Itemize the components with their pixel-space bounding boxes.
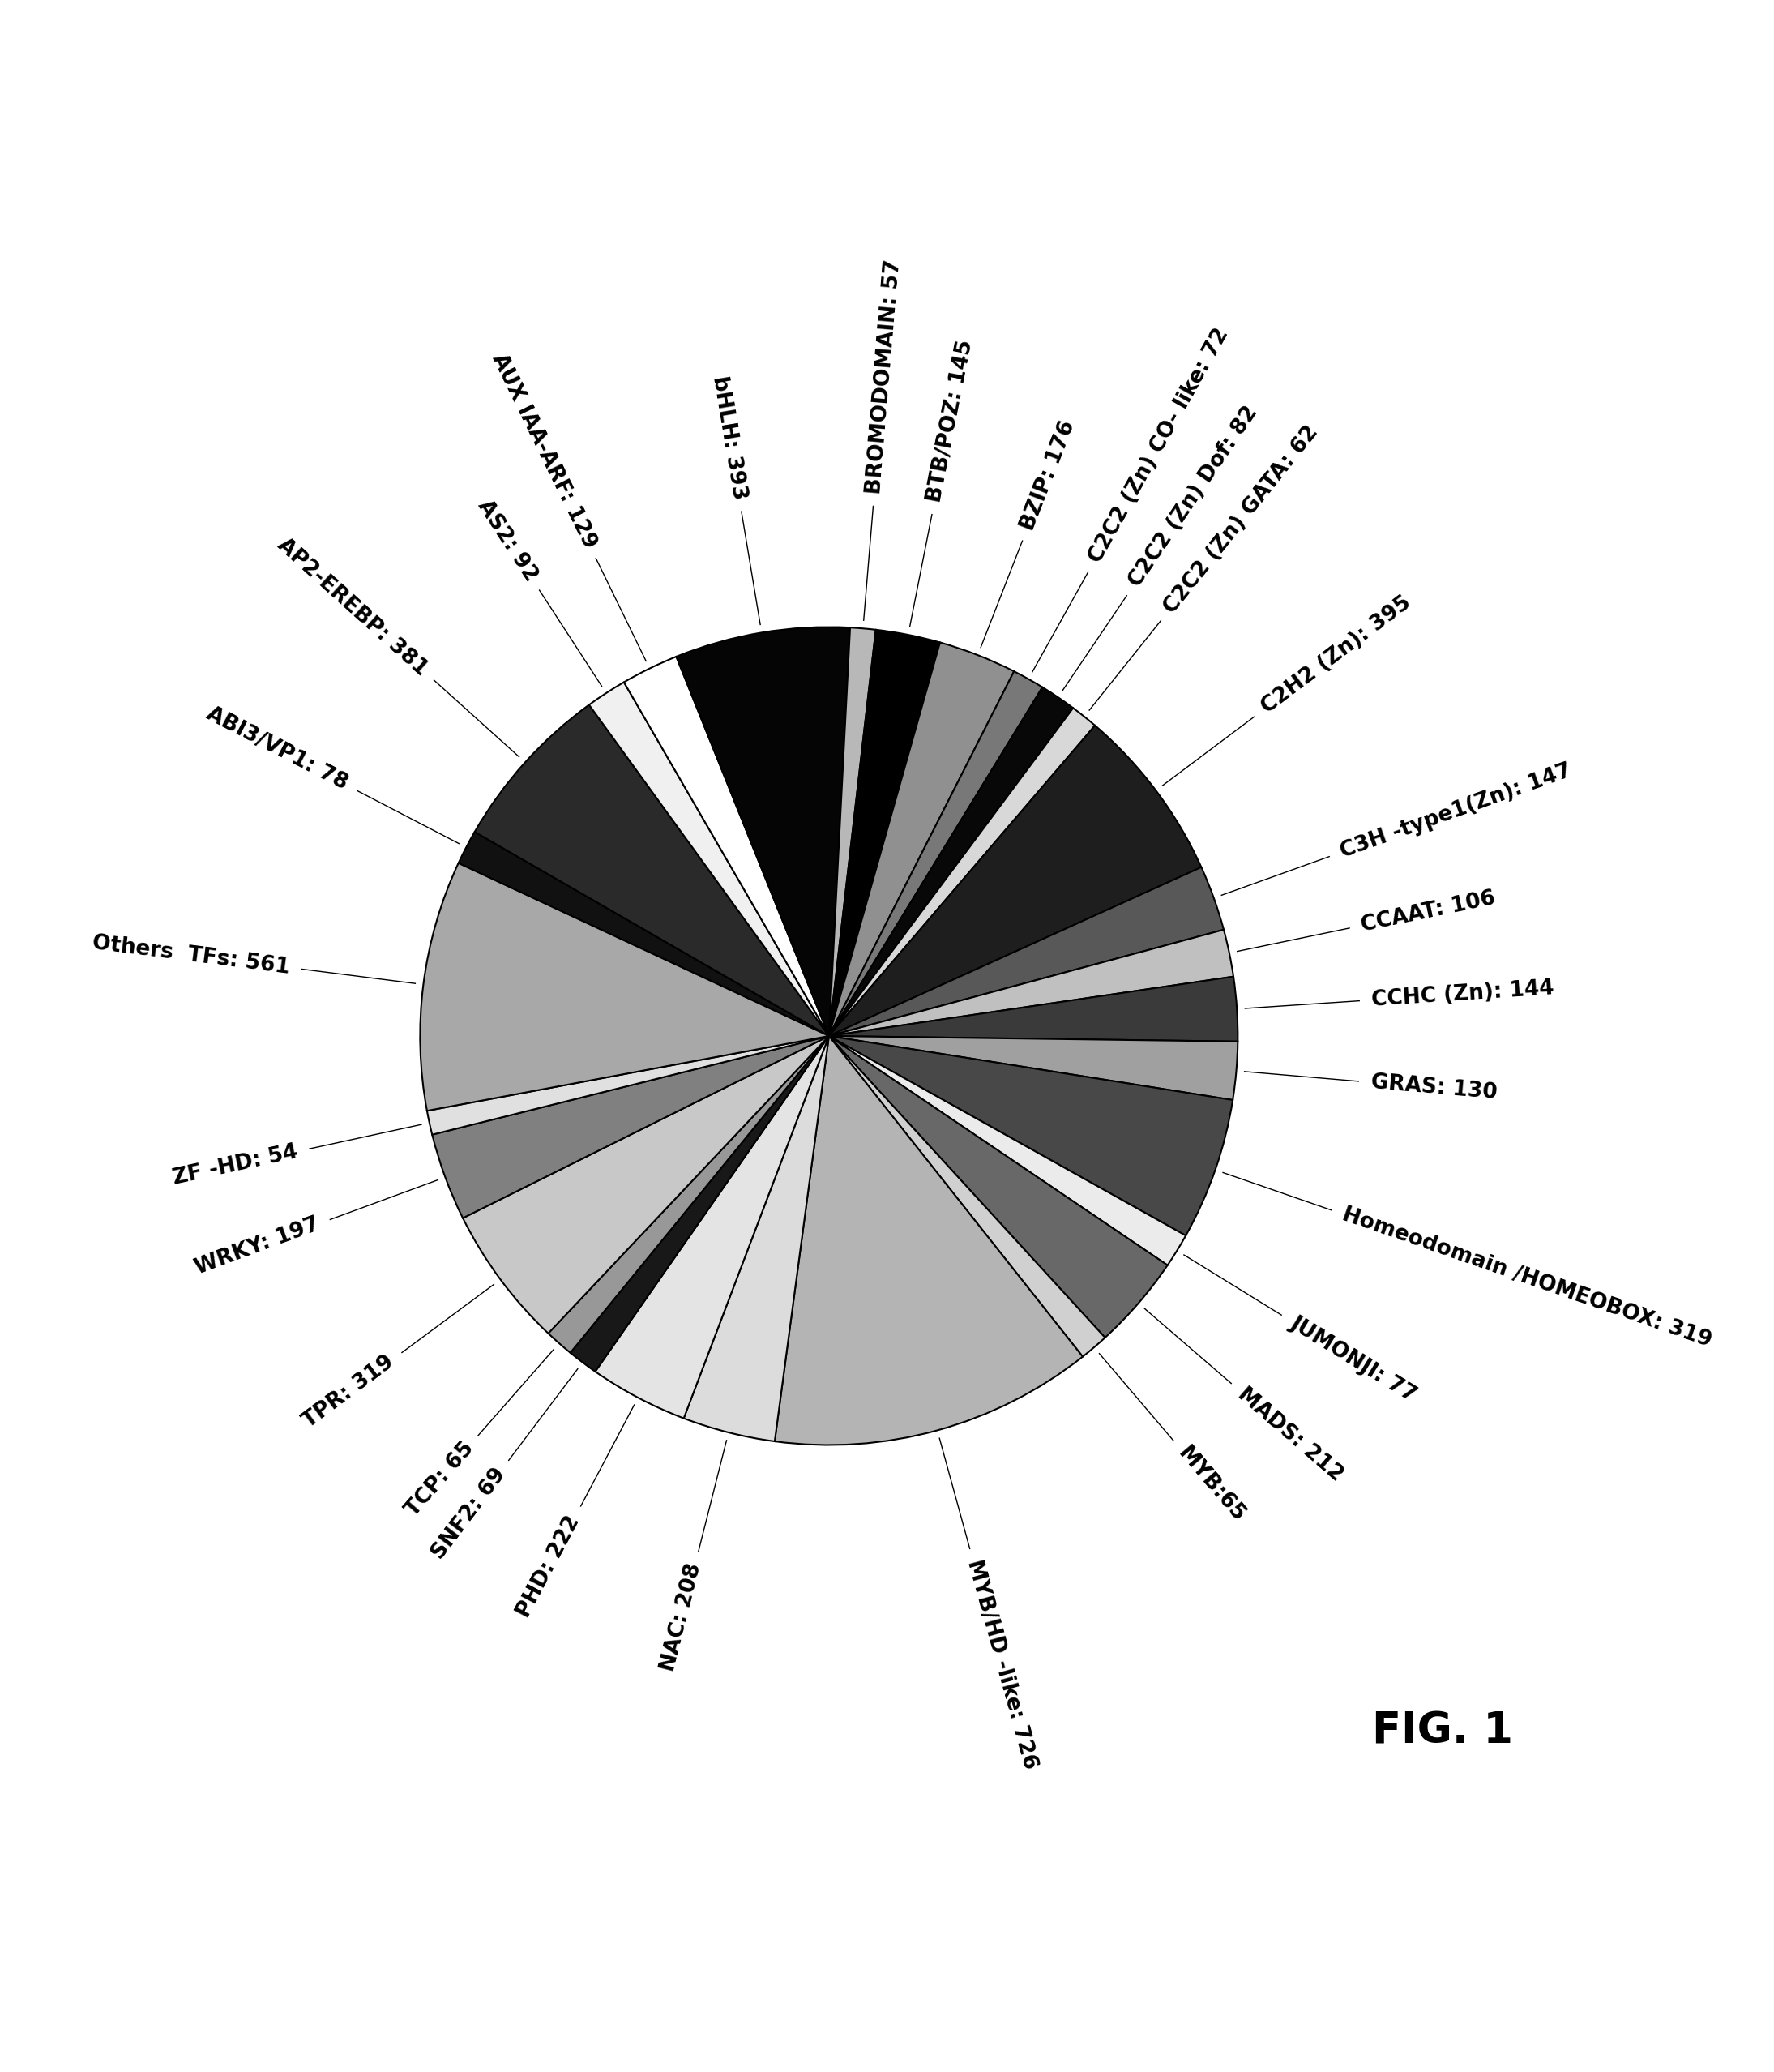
Text: SNF2: 69: SNF2: 69 [428,1463,509,1562]
Text: FIG. 1: FIG. 1 [1371,1709,1513,1753]
Text: MADS: 212: MADS: 212 [1233,1384,1346,1486]
Wedge shape [683,1036,828,1442]
Text: ZF -HD: 54: ZF -HD: 54 [170,1142,300,1189]
Wedge shape [569,1036,828,1372]
Text: Others  TFs: 561: Others TFs: 561 [90,932,291,978]
Text: C2H2 (Zn): 395: C2H2 (Zn): 395 [1258,593,1416,717]
Text: CCAAT: 106: CCAAT: 106 [1359,887,1497,937]
Wedge shape [548,1036,828,1353]
Wedge shape [828,1036,1167,1339]
Wedge shape [828,642,1015,1036]
Wedge shape [828,976,1238,1042]
Wedge shape [828,709,1095,1036]
Wedge shape [433,1036,828,1218]
Text: PHD: 222: PHD: 222 [513,1513,584,1620]
Wedge shape [828,671,1043,1036]
Wedge shape [624,657,828,1036]
Wedge shape [828,688,1073,1036]
Text: AS2: 92: AS2: 92 [474,497,541,586]
Wedge shape [828,1036,1233,1235]
Wedge shape [589,682,828,1036]
Text: TCP: 65: TCP: 65 [401,1438,477,1521]
Text: MYB:65: MYB:65 [1174,1444,1249,1527]
Text: NAC: 208: NAC: 208 [658,1560,706,1674]
Wedge shape [828,1036,1105,1357]
Wedge shape [596,1036,828,1419]
Wedge shape [676,628,850,1036]
Wedge shape [828,1036,1238,1100]
Wedge shape [828,1036,1185,1266]
Text: C2C2 (Zn) Dof: 82: C2C2 (Zn) Dof: 82 [1125,402,1261,591]
Text: AUX IAA-ARF: 129: AUX IAA-ARF: 129 [488,350,600,551]
Wedge shape [828,868,1224,1036]
Text: C2C2 (Zn) GATA: 62: C2C2 (Zn) GATA: 62 [1160,421,1323,617]
Wedge shape [428,1036,828,1135]
Wedge shape [828,930,1233,1036]
Wedge shape [458,831,828,1036]
Text: WRKY: 197: WRKY: 197 [192,1214,323,1278]
Wedge shape [828,628,876,1036]
Text: MYB/HD -like: 726: MYB/HD -like: 726 [963,1558,1041,1772]
Text: BZIP: 176: BZIP: 176 [1017,416,1079,533]
Wedge shape [828,630,940,1036]
Text: ABI3/VP1: 78: ABI3/VP1: 78 [202,704,351,794]
Text: CCHC (Zn): 144: CCHC (Zn): 144 [1371,978,1554,1011]
Text: Homeodomain /HOMEOBOX: 319: Homeodomain /HOMEOBOX: 319 [1339,1204,1714,1351]
Text: bHLH: 393: bHLH: 393 [708,375,750,501]
Text: C3H -type1(Zn): 147: C3H -type1(Zn): 147 [1338,760,1574,862]
Wedge shape [420,864,828,1111]
Text: AP2-EREBP: 381: AP2-EREBP: 381 [273,535,431,680]
Wedge shape [828,725,1201,1036]
Text: BROMODOMAIN: 57: BROMODOMAIN: 57 [864,259,905,495]
Text: C2C2 (Zn) CO- like: 72: C2C2 (Zn) CO- like: 72 [1086,325,1233,566]
Text: GRAS: 130: GRAS: 130 [1370,1071,1497,1104]
Wedge shape [475,704,828,1036]
Text: JUMONJI: 77: JUMONJI: 77 [1286,1312,1419,1407]
Wedge shape [775,1036,1082,1444]
Text: BTB/POZ: 145: BTB/POZ: 145 [924,338,977,503]
Text: TPR: 319: TPR: 319 [300,1351,399,1432]
Wedge shape [463,1036,828,1334]
